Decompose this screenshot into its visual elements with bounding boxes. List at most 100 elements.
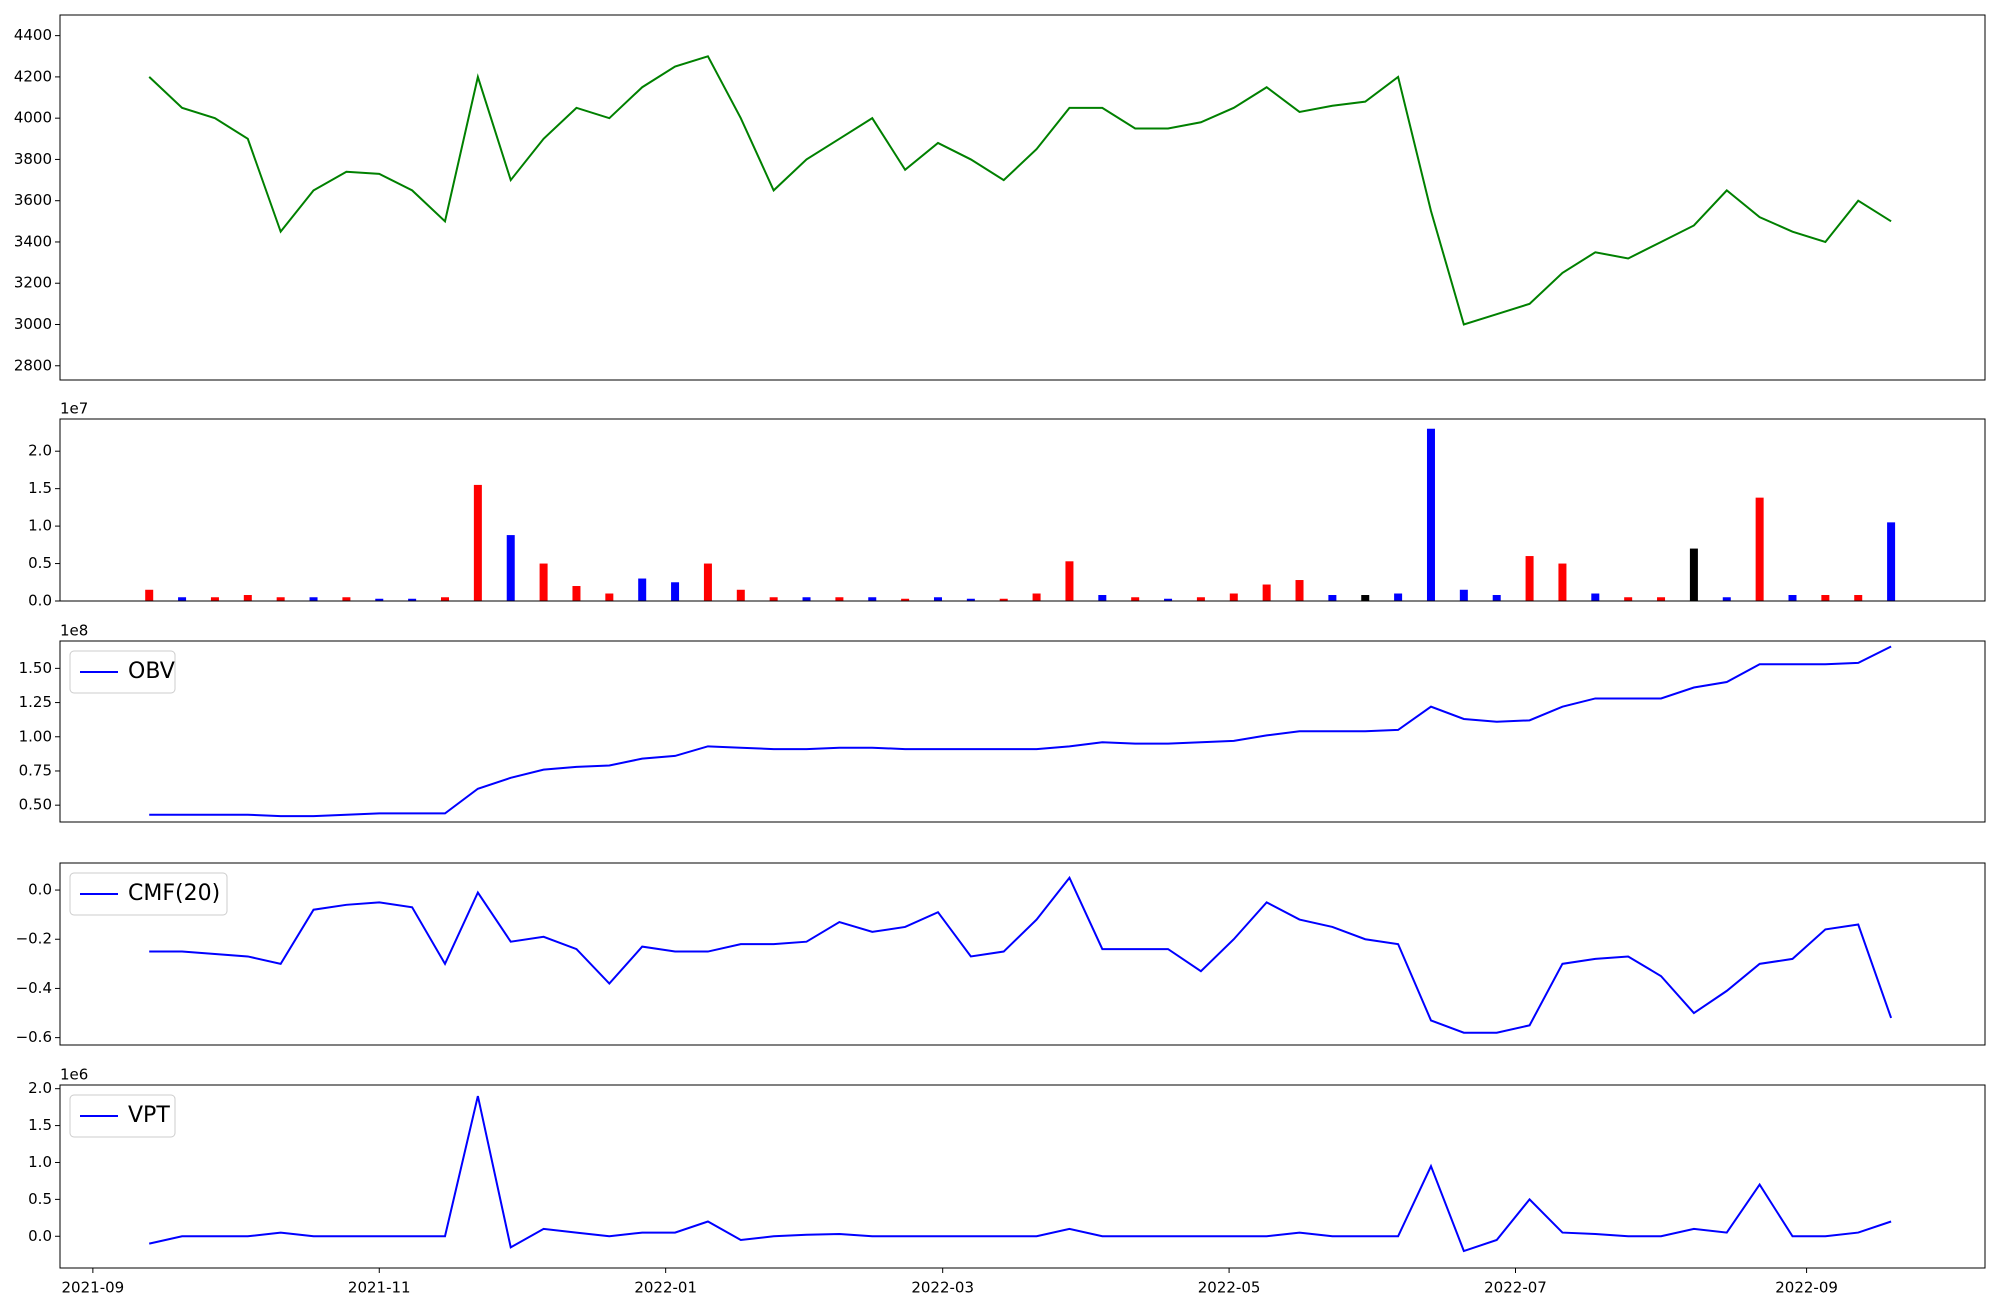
y-tick-label: 3600 [14,191,52,209]
bar [1164,598,1173,601]
y-tick-label: 0.50 [19,796,52,814]
axes-frame [59,640,1986,823]
bar [309,597,318,601]
bar [1426,428,1435,601]
bar [178,597,187,601]
bar [276,597,285,601]
bar [769,597,778,601]
bar [1657,597,1666,601]
y-tick-label: 1.5 [28,479,52,497]
bar [1525,556,1534,601]
bar [375,598,384,601]
line [149,875,1893,1034]
bar [1854,595,1863,601]
bar [999,598,1008,601]
bar [1755,497,1764,601]
bar [1361,595,1370,601]
legend-box [69,650,176,694]
y-tick-label: 4000 [14,109,52,127]
y-tick-label: 0.5 [28,554,52,572]
y-tick-label: 1.0 [28,1153,52,1171]
axis-offset-label: 1e6 [60,1066,88,1084]
y-tick-label: 3200 [14,274,52,292]
y-tick-label: 3400 [14,232,52,250]
y-tick-label: 2.0 [28,442,52,460]
bar [966,598,975,601]
legend-box [69,1094,176,1138]
y-tick-label: 2.0 [28,1079,52,1097]
bar [1032,593,1041,601]
x-tick-label: 2022-01 [634,1279,697,1297]
bar [802,597,811,601]
line [149,645,1892,818]
bar [473,484,482,601]
y-tick-label: 3800 [14,150,52,168]
bar [1558,563,1567,601]
bar [1131,597,1140,601]
bar [605,593,614,601]
bar [1591,593,1600,601]
y-tick-label: 1.5 [28,1116,52,1134]
bar [243,595,252,601]
y-tick-label: 0.0 [28,592,52,610]
bar [671,582,680,601]
bar [1262,584,1271,601]
y-tick-label: 1.0 [28,517,52,535]
bar [1394,593,1403,601]
y-tick-label: −0.4 [16,979,52,997]
bar [868,597,877,601]
bar [1295,580,1304,601]
y-tick-label: 1.00 [19,727,52,745]
bar [835,597,844,601]
bar [1229,593,1238,601]
y-tick-label: 0.75 [19,761,52,779]
axes-frame [59,862,1986,1046]
bar [1722,597,1731,601]
bar [539,563,548,601]
bar [572,586,581,601]
bar [408,598,417,601]
bar [736,589,745,601]
bar [638,578,647,601]
bar [1492,595,1501,601]
bar [901,598,910,601]
axes-frame [59,418,1986,602]
axis-offset-label: 1e8 [60,622,88,640]
y-tick-label: 0.0 [28,881,52,899]
y-tick-label: 0.5 [28,1190,52,1208]
x-tick-label: 2021-09 [62,1279,125,1297]
y-tick-label: 1.25 [19,693,52,711]
x-tick-label: 2022-07 [1484,1279,1547,1297]
axis-offset-label: 1e7 [60,400,88,418]
bar [342,597,351,601]
legend-label: OBV [128,659,175,684]
axes-frame [59,14,1986,381]
legend-label: VPT [128,1103,170,1128]
bar [933,597,942,601]
bar [1098,595,1107,601]
bar [145,589,154,601]
x-tick-label: 2021-11 [348,1279,411,1297]
bar [1065,561,1074,601]
bar [1196,597,1205,601]
bar [1328,595,1337,601]
x-tick-label: 2022-05 [1198,1279,1261,1297]
y-tick-label: −0.6 [16,1028,52,1046]
legend-label: CMF(20) [128,881,220,906]
legend-box [69,872,228,916]
bar [703,563,712,601]
axes-frame [59,1084,1986,1269]
line [148,55,1892,326]
bar [1459,589,1468,601]
y-tick-label: 0.0 [28,1227,52,1245]
bar [1624,597,1633,601]
y-tick-label: 4200 [14,67,52,85]
bar [210,597,219,601]
bar [1887,522,1896,601]
bar [1689,548,1698,601]
x-tick-label: 2022-09 [1775,1279,1838,1297]
y-tick-label: 1.50 [19,659,52,677]
y-tick-label: 3000 [14,315,52,333]
y-tick-label: 2800 [14,356,52,374]
